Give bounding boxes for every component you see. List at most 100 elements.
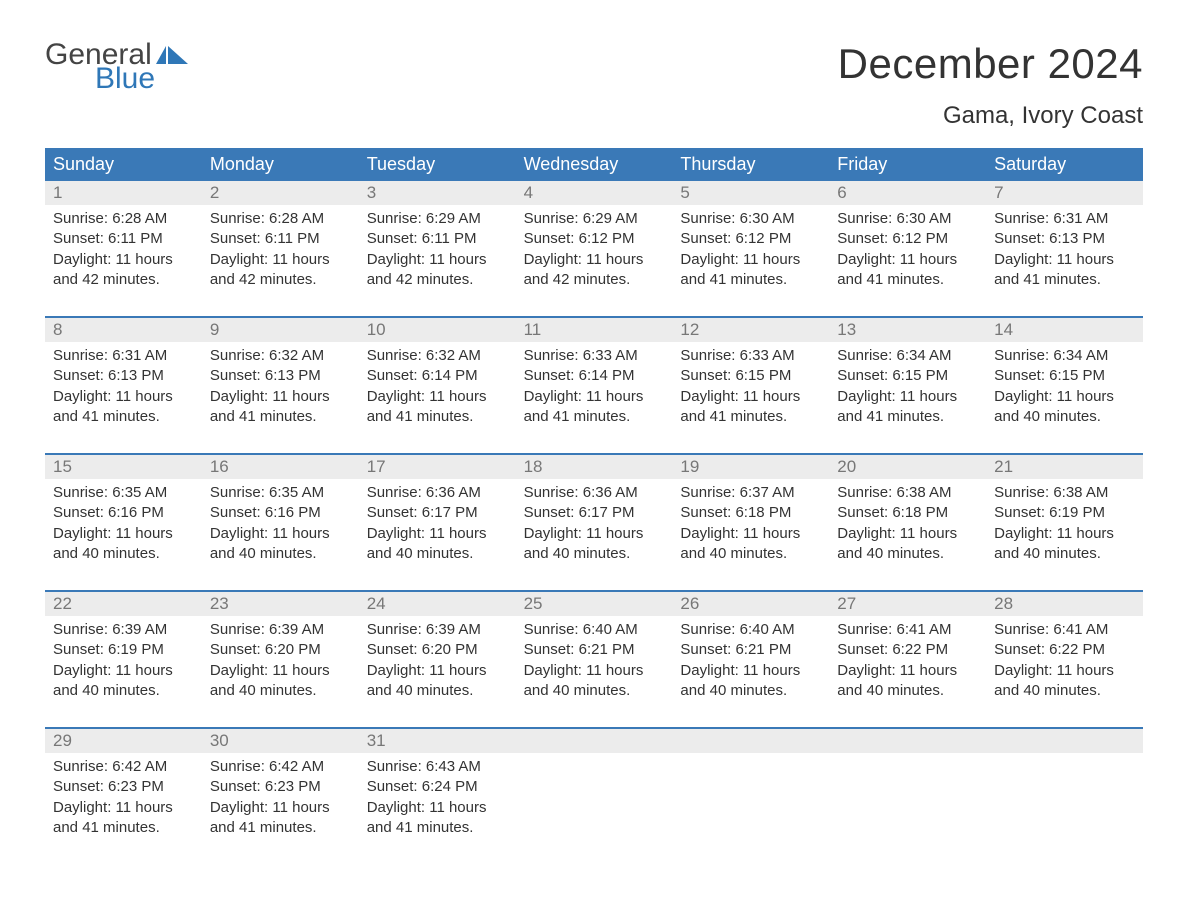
daylight-text: Daylight: 11 hours and 40 minutes. xyxy=(524,524,665,565)
calendar-day-number: 2 xyxy=(202,181,359,205)
calendar-header-cell: Wednesday xyxy=(516,148,673,181)
sunset-text: Sunset: 6:20 PM xyxy=(367,640,508,660)
calendar: SundayMondayTuesdayWednesdayThursdayFrid… xyxy=(45,148,1143,864)
calendar-header-cell: Tuesday xyxy=(359,148,516,181)
sunrise-text: Sunrise: 6:36 AM xyxy=(367,483,508,503)
sunset-text: Sunset: 6:22 PM xyxy=(837,640,978,660)
calendar-daynum-row: 22232425262728 xyxy=(45,590,1143,616)
calendar-header-row: SundayMondayTuesdayWednesdayThursdayFrid… xyxy=(45,148,1143,181)
sunrise-text: Sunrise: 6:39 AM xyxy=(210,620,351,640)
calendar-day-number: 14 xyxy=(986,318,1143,342)
calendar-day-cell: Sunrise: 6:39 AMSunset: 6:20 PMDaylight:… xyxy=(359,616,516,705)
calendar-day-number: 20 xyxy=(829,455,986,479)
daylight-text: Daylight: 11 hours and 40 minutes. xyxy=(994,387,1135,428)
daylight-text: Daylight: 11 hours and 41 minutes. xyxy=(680,250,821,291)
daylight-text: Daylight: 11 hours and 40 minutes. xyxy=(837,524,978,565)
daylight-text: Daylight: 11 hours and 41 minutes. xyxy=(210,798,351,839)
calendar-day-cell: Sunrise: 6:40 AMSunset: 6:21 PMDaylight:… xyxy=(516,616,673,705)
calendar-day-number: 4 xyxy=(516,181,673,205)
sunset-text: Sunset: 6:12 PM xyxy=(524,229,665,249)
sunset-text: Sunset: 6:23 PM xyxy=(210,777,351,797)
calendar-header-cell: Monday xyxy=(202,148,359,181)
calendar-day-cell: Sunrise: 6:36 AMSunset: 6:17 PMDaylight:… xyxy=(516,479,673,568)
daylight-text: Daylight: 11 hours and 41 minutes. xyxy=(680,387,821,428)
logo: General Blue xyxy=(45,40,190,94)
sunrise-text: Sunrise: 6:38 AM xyxy=(837,483,978,503)
calendar-header-cell: Sunday xyxy=(45,148,202,181)
sunrise-text: Sunrise: 6:32 AM xyxy=(367,346,508,366)
sunset-text: Sunset: 6:16 PM xyxy=(210,503,351,523)
sunrise-text: Sunrise: 6:28 AM xyxy=(210,209,351,229)
calendar-day-number: 30 xyxy=(202,729,359,753)
sunrise-text: Sunrise: 6:39 AM xyxy=(367,620,508,640)
sunrise-text: Sunrise: 6:29 AM xyxy=(367,209,508,229)
sunset-text: Sunset: 6:14 PM xyxy=(367,366,508,386)
sunrise-text: Sunrise: 6:33 AM xyxy=(524,346,665,366)
calendar-day-cell: Sunrise: 6:41 AMSunset: 6:22 PMDaylight:… xyxy=(986,616,1143,705)
calendar-day-cell: Sunrise: 6:28 AMSunset: 6:11 PMDaylight:… xyxy=(202,205,359,294)
sunset-text: Sunset: 6:22 PM xyxy=(994,640,1135,660)
daylight-text: Daylight: 11 hours and 42 minutes. xyxy=(367,250,508,291)
sunset-text: Sunset: 6:15 PM xyxy=(680,366,821,386)
calendar-day-number: 15 xyxy=(45,455,202,479)
daylight-text: Daylight: 11 hours and 40 minutes. xyxy=(210,524,351,565)
calendar-day-cell: Sunrise: 6:31 AMSunset: 6:13 PMDaylight:… xyxy=(45,342,202,431)
sunset-text: Sunset: 6:11 PM xyxy=(367,229,508,249)
calendar-day-cell: Sunrise: 6:35 AMSunset: 6:16 PMDaylight:… xyxy=(202,479,359,568)
sunset-text: Sunset: 6:18 PM xyxy=(837,503,978,523)
sunrise-text: Sunrise: 6:30 AM xyxy=(680,209,821,229)
calendar-header-cell: Friday xyxy=(829,148,986,181)
daylight-text: Daylight: 11 hours and 41 minutes. xyxy=(524,387,665,428)
sunrise-text: Sunrise: 6:40 AM xyxy=(524,620,665,640)
sunrise-text: Sunrise: 6:38 AM xyxy=(994,483,1135,503)
calendar-day-number xyxy=(829,729,986,753)
calendar-day-number: 7 xyxy=(986,181,1143,205)
calendar-content-row: Sunrise: 6:28 AMSunset: 6:11 PMDaylight:… xyxy=(45,205,1143,316)
calendar-day-cell: Sunrise: 6:37 AMSunset: 6:18 PMDaylight:… xyxy=(672,479,829,568)
calendar-day-number: 11 xyxy=(516,318,673,342)
calendar-day-cell: Sunrise: 6:34 AMSunset: 6:15 PMDaylight:… xyxy=(986,342,1143,431)
calendar-day-cell xyxy=(829,753,986,842)
calendar-day-cell: Sunrise: 6:29 AMSunset: 6:11 PMDaylight:… xyxy=(359,205,516,294)
sunset-text: Sunset: 6:13 PM xyxy=(53,366,194,386)
daylight-text: Daylight: 11 hours and 40 minutes. xyxy=(680,661,821,702)
calendar-day-cell: Sunrise: 6:28 AMSunset: 6:11 PMDaylight:… xyxy=(45,205,202,294)
sunset-text: Sunset: 6:23 PM xyxy=(53,777,194,797)
sunrise-text: Sunrise: 6:34 AM xyxy=(837,346,978,366)
calendar-day-cell: Sunrise: 6:33 AMSunset: 6:14 PMDaylight:… xyxy=(516,342,673,431)
calendar-day-cell xyxy=(986,753,1143,842)
daylight-text: Daylight: 11 hours and 42 minutes. xyxy=(524,250,665,291)
sunset-text: Sunset: 6:12 PM xyxy=(837,229,978,249)
sunrise-text: Sunrise: 6:40 AM xyxy=(680,620,821,640)
sunset-text: Sunset: 6:20 PM xyxy=(210,640,351,660)
calendar-day-cell: Sunrise: 6:35 AMSunset: 6:16 PMDaylight:… xyxy=(45,479,202,568)
sunrise-text: Sunrise: 6:35 AM xyxy=(210,483,351,503)
calendar-day-cell: Sunrise: 6:32 AMSunset: 6:13 PMDaylight:… xyxy=(202,342,359,431)
calendar-day-number: 27 xyxy=(829,592,986,616)
calendar-day-number: 31 xyxy=(359,729,516,753)
month-title: December 2024 xyxy=(838,40,1143,88)
sunset-text: Sunset: 6:13 PM xyxy=(994,229,1135,249)
daylight-text: Daylight: 11 hours and 41 minutes. xyxy=(367,798,508,839)
daylight-text: Daylight: 11 hours and 40 minutes. xyxy=(837,661,978,702)
calendar-body: 1234567Sunrise: 6:28 AMSunset: 6:11 PMDa… xyxy=(45,181,1143,864)
daylight-text: Daylight: 11 hours and 40 minutes. xyxy=(994,661,1135,702)
daylight-text: Daylight: 11 hours and 42 minutes. xyxy=(210,250,351,291)
sunrise-text: Sunrise: 6:35 AM xyxy=(53,483,194,503)
daylight-text: Daylight: 11 hours and 41 minutes. xyxy=(837,250,978,291)
calendar-day-number: 1 xyxy=(45,181,202,205)
calendar-day-number: 5 xyxy=(672,181,829,205)
calendar-day-cell: Sunrise: 6:42 AMSunset: 6:23 PMDaylight:… xyxy=(202,753,359,842)
daylight-text: Daylight: 11 hours and 41 minutes. xyxy=(837,387,978,428)
daylight-text: Daylight: 11 hours and 41 minutes. xyxy=(210,387,351,428)
sunrise-text: Sunrise: 6:32 AM xyxy=(210,346,351,366)
sunset-text: Sunset: 6:12 PM xyxy=(680,229,821,249)
calendar-content-row: Sunrise: 6:35 AMSunset: 6:16 PMDaylight:… xyxy=(45,479,1143,590)
calendar-day-number xyxy=(986,729,1143,753)
sunset-text: Sunset: 6:24 PM xyxy=(367,777,508,797)
calendar-day-number: 16 xyxy=(202,455,359,479)
sunset-text: Sunset: 6:21 PM xyxy=(524,640,665,660)
logo-text-blue: Blue xyxy=(95,64,190,94)
calendar-day-cell: Sunrise: 6:31 AMSunset: 6:13 PMDaylight:… xyxy=(986,205,1143,294)
calendar-day-number: 28 xyxy=(986,592,1143,616)
